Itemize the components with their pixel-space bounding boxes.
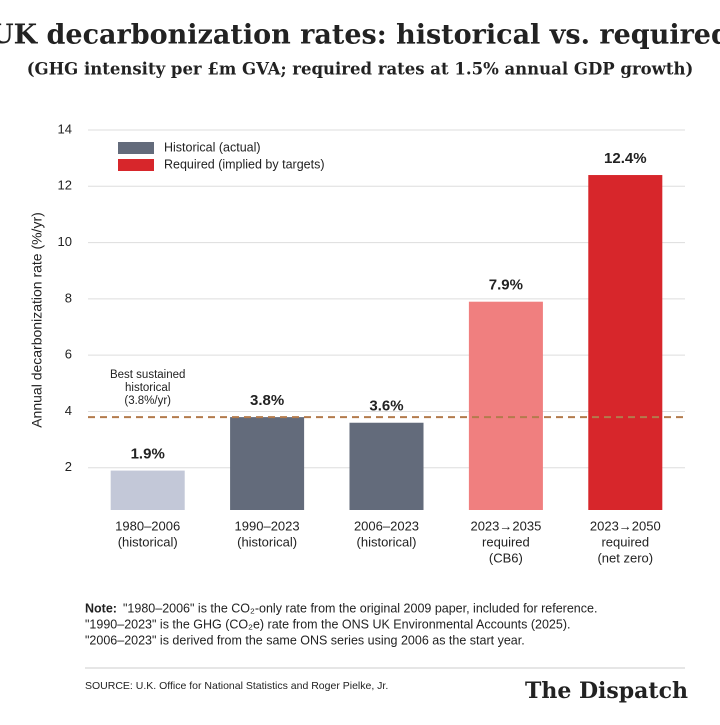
bar — [349, 422, 424, 510]
y-tick-label: 8 — [65, 290, 72, 305]
value-label: 3.8% — [250, 392, 284, 409]
bar — [588, 175, 663, 510]
note-label: Note: — [85, 601, 117, 615]
reference-label: (3.8%/yr) — [124, 395, 171, 407]
x-tick-label: required — [601, 534, 649, 549]
x-tick-label: (historical) — [118, 534, 178, 549]
brand: The Dispatch — [525, 678, 688, 704]
bar — [230, 417, 305, 510]
source: SOURCE: U.K. Office for National Statist… — [85, 680, 388, 692]
x-tick-label: (net zero) — [597, 550, 653, 565]
note-line: "1980–2006" is the CO₂-only rate from th… — [123, 601, 597, 615]
value-label: 3.6% — [369, 398, 403, 415]
y-tick-label: 14 — [58, 121, 72, 136]
chart-title: UK decarbonization rates: historical vs.… — [0, 20, 720, 51]
y-axis-label: Annual decarbonization rate (%/yr) — [29, 212, 45, 428]
legend-label: Required (implied by targets) — [164, 157, 325, 171]
x-tick-label: (historical) — [357, 534, 417, 549]
x-tick-label: (historical) — [237, 534, 297, 549]
reference-label: historical — [125, 382, 170, 394]
y-tick-label: 6 — [65, 347, 72, 362]
value-label: 1.9% — [131, 446, 165, 463]
note-line: "2006–2023" is derived from the same ONS… — [85, 633, 525, 647]
bar — [468, 301, 543, 510]
value-label: 7.9% — [489, 277, 523, 294]
x-tick-label: 2023→2050 — [590, 518, 661, 533]
note-line: "1990–2023" is the GHG (CO₂e) rate from … — [85, 617, 570, 631]
y-tick-label: 4 — [65, 403, 72, 418]
y-tick-label: 10 — [58, 234, 72, 249]
x-tick-label: 1990–2023 — [235, 518, 300, 533]
legend-swatch — [118, 142, 154, 154]
x-tick-label: 1980–2006 — [115, 518, 180, 533]
x-tick-label: 2006–2023 — [354, 518, 419, 533]
bar — [110, 470, 185, 510]
reference-label: Best sustained — [110, 369, 185, 381]
x-tick-label: 2023→2035 — [470, 518, 541, 533]
x-tick-label: (CB6) — [489, 550, 523, 565]
legend-label: Historical (actual) — [164, 140, 261, 154]
x-tick-label: required — [482, 534, 530, 549]
y-tick-label: 12 — [58, 178, 72, 193]
y-tick-label: 2 — [65, 459, 72, 474]
legend-swatch — [118, 159, 154, 171]
value-label: 12.4% — [604, 150, 647, 167]
chart-subtitle: (GHG intensity per £m GVA; required rate… — [27, 60, 694, 79]
